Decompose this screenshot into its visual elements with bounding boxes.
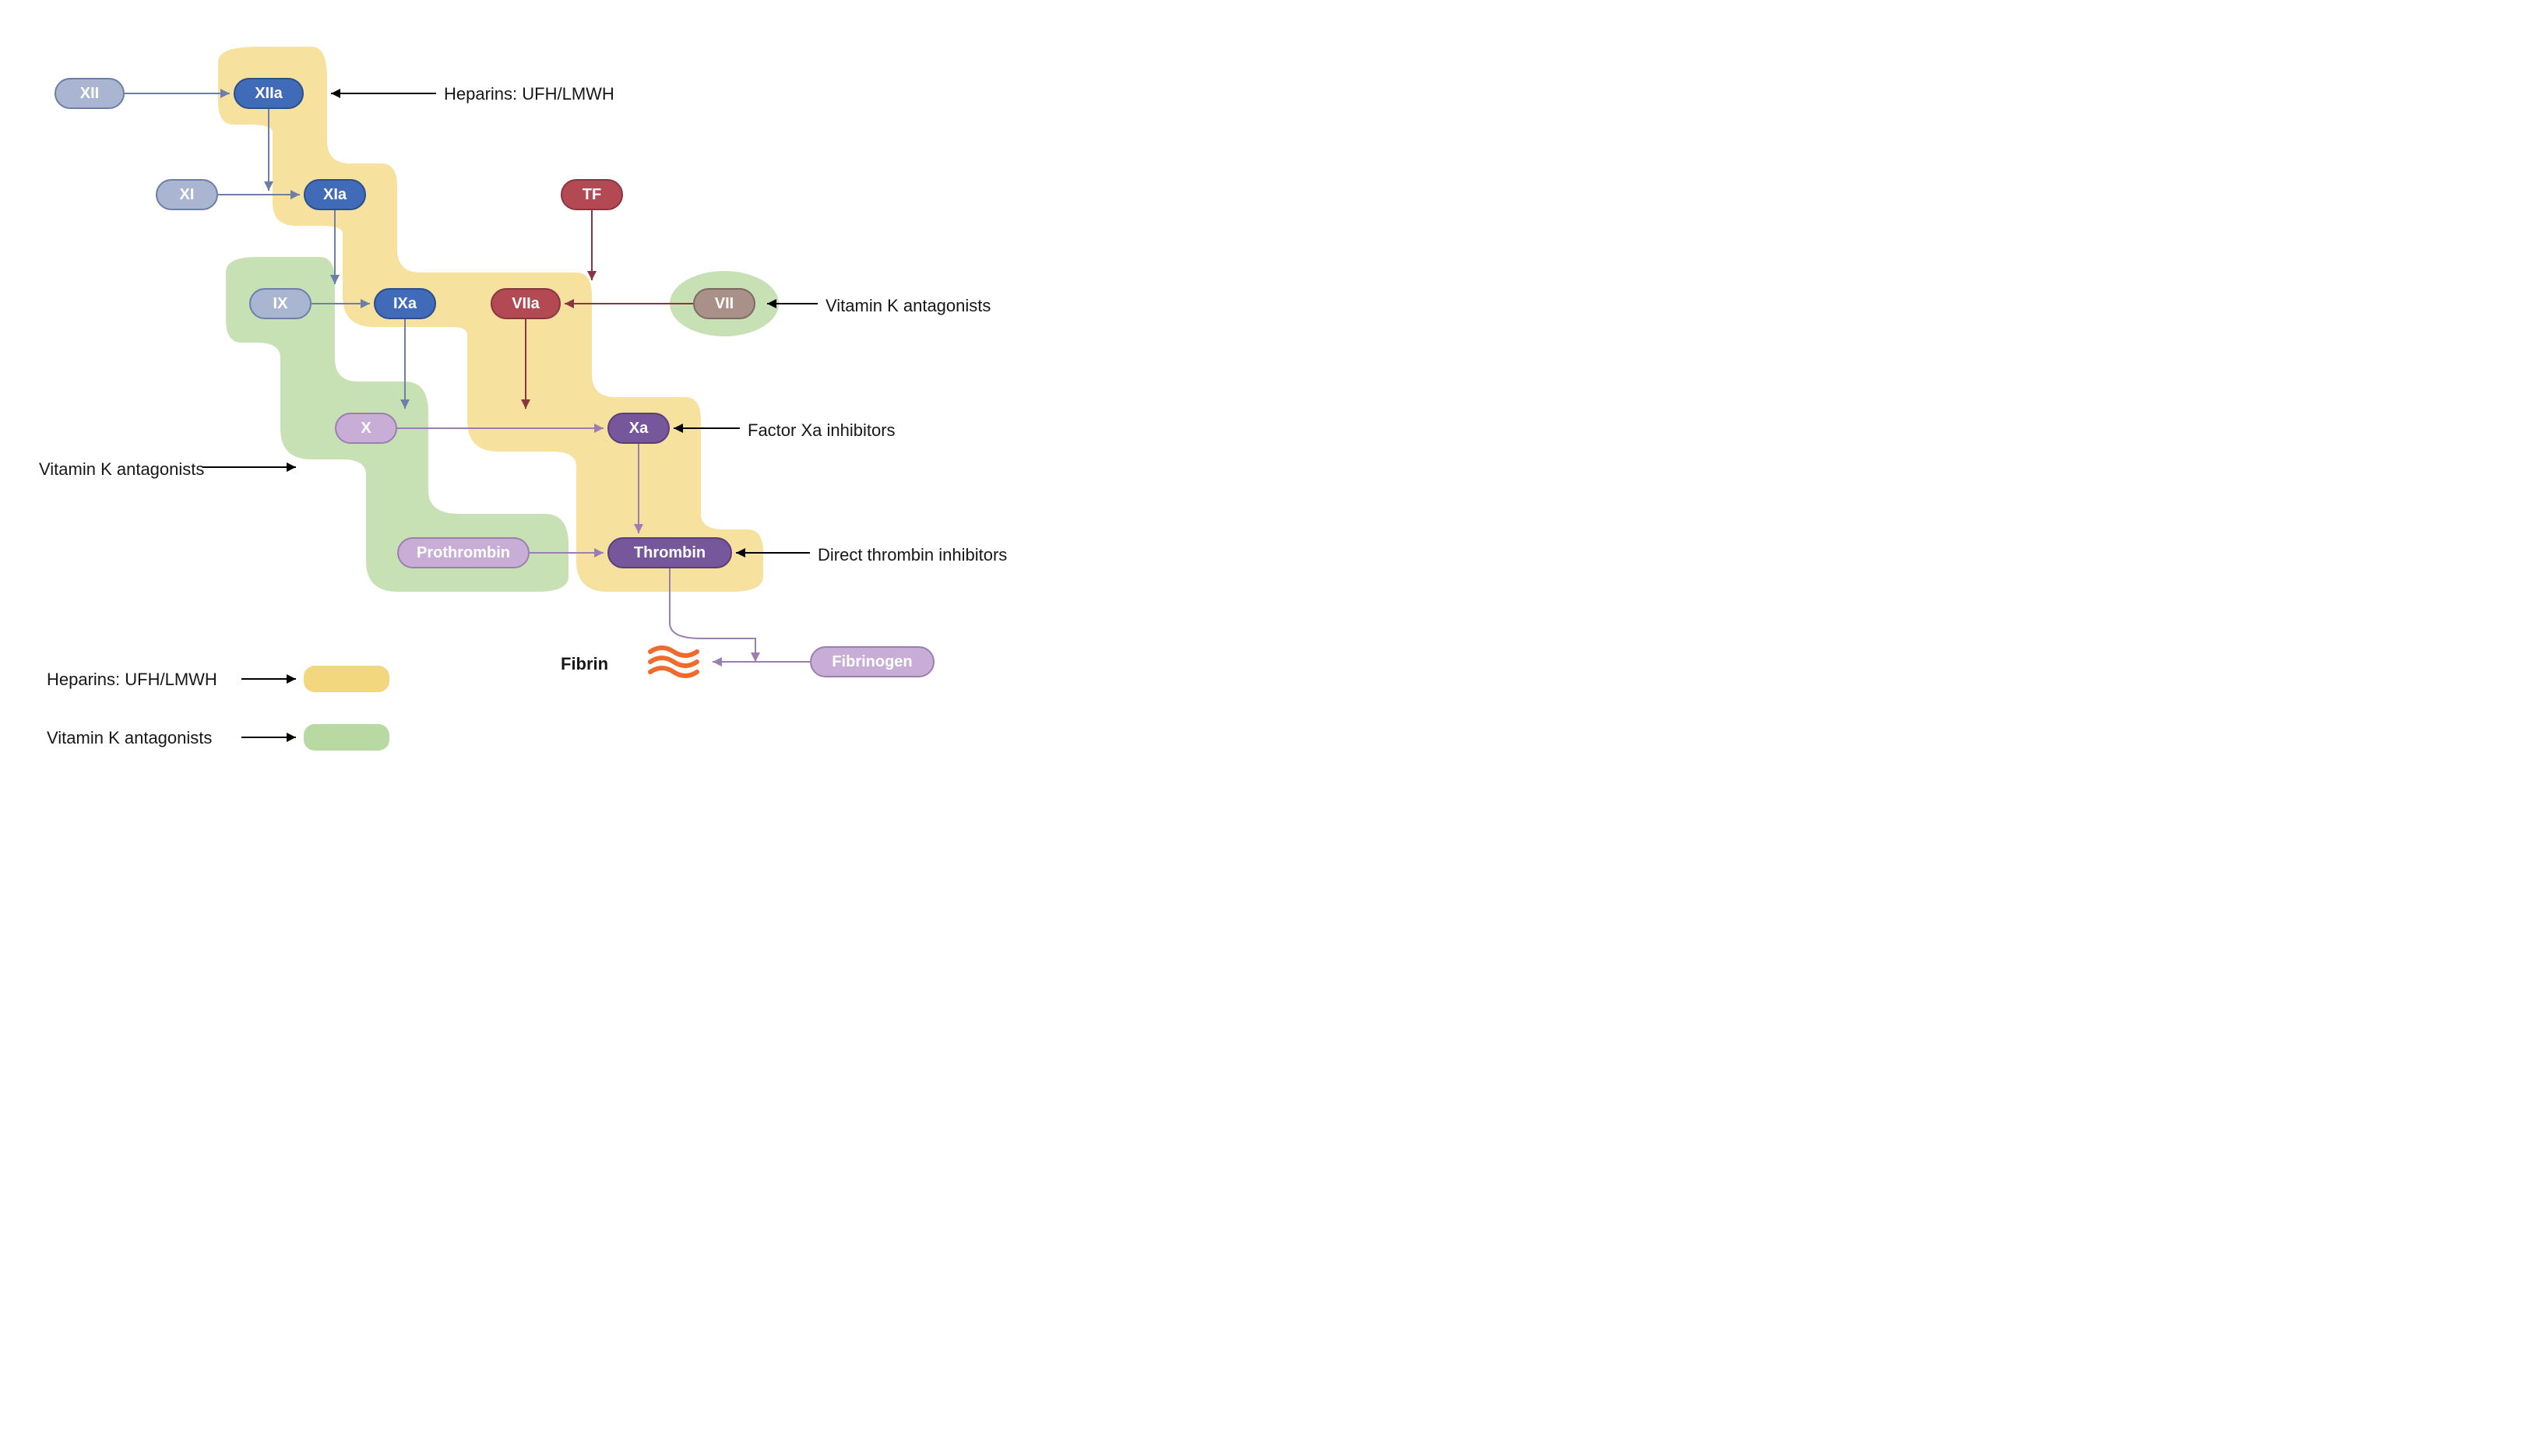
- node-vii: VII: [693, 288, 755, 319]
- legend-heparins-text: Heparins: UFH/LMWH: [47, 670, 217, 689]
- node-tf-label: TF: [583, 186, 601, 204]
- label-heparins-top: Heparins: UFH/LMWH: [444, 84, 614, 104]
- legend-vitk-label: Vitamin K antagonists: [47, 728, 212, 748]
- legend-heparins-swatch: [304, 666, 389, 692]
- node-thrombin: Thrombin: [607, 537, 732, 568]
- node-xa-label: Xa: [629, 420, 648, 438]
- label-fibrin: Fibrin: [561, 654, 608, 674]
- node-ixa-label: IXa: [393, 295, 417, 313]
- node-xi: XI: [156, 179, 218, 210]
- node-xii-label: XII: [80, 85, 99, 103]
- legend-heparins-label: Heparins: UFH/LMWH: [47, 670, 217, 690]
- legend-vitk-text: Vitamin K antagonists: [47, 728, 212, 747]
- node-x-label: X: [361, 420, 371, 438]
- node-ix: IX: [249, 288, 312, 319]
- node-fibrinogen: Fibrinogen: [810, 646, 935, 677]
- fibrin-icon: [646, 642, 705, 681]
- label-fxa-inhib-text: Factor Xa inhibitors: [748, 420, 896, 440]
- node-x: X: [335, 413, 397, 444]
- node-xi-label: XI: [180, 186, 195, 204]
- node-tf: TF: [561, 179, 623, 210]
- node-xia: XIa: [304, 179, 366, 210]
- node-xiia-label: XIIa: [255, 85, 283, 103]
- label-vitk-left: Vitamin K antagonists: [39, 459, 204, 480]
- node-prothrombin-label: Prothrombin: [417, 544, 510, 562]
- node-viia: VIIa: [491, 288, 561, 319]
- node-ixa: IXa: [374, 288, 436, 319]
- node-xia-label: XIa: [323, 186, 347, 204]
- label-vitk-right-text: Vitamin K antagonists: [825, 296, 991, 315]
- node-vii-label: VII: [715, 295, 734, 313]
- label-dti: Direct thrombin inhibitors: [818, 545, 1007, 565]
- label-vitk-right: Vitamin K antagonists: [825, 296, 991, 316]
- node-prothrombin: Prothrombin: [397, 537, 530, 568]
- legend-vitk-swatch: [304, 724, 389, 751]
- node-fibrinogen-label: Fibrinogen: [832, 653, 912, 671]
- label-vitk-left-text: Vitamin K antagonists: [39, 459, 204, 479]
- node-xii: XII: [55, 78, 125, 109]
- label-heparins-top-text: Heparins: UFH/LMWH: [444, 84, 614, 104]
- label-fxa-inhib: Factor Xa inhibitors: [748, 420, 896, 441]
- label-dti-text: Direct thrombin inhibitors: [818, 545, 1007, 564]
- coagulation-diagram: XII XIIa XI XIa IX IXa TF VIIa VII X Xa …: [31, 31, 1168, 786]
- label-fibrin-text: Fibrin: [561, 654, 608, 673]
- node-thrombin-label: Thrombin: [634, 544, 706, 562]
- node-ix-label: IX: [273, 295, 288, 313]
- heparin-region: [218, 47, 763, 592]
- node-viia-label: VIIa: [512, 295, 540, 313]
- node-xa: Xa: [607, 413, 670, 444]
- node-xiia: XIIa: [234, 78, 304, 109]
